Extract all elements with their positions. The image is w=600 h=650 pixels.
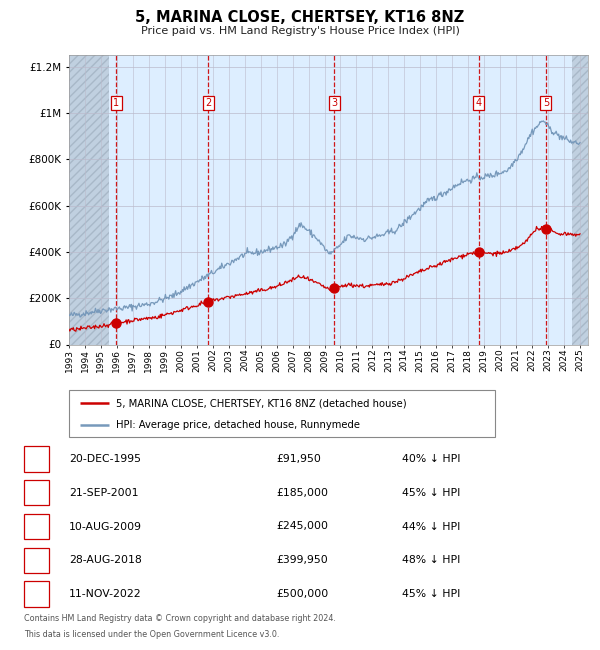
Text: 48% ↓ HPI: 48% ↓ HPI (402, 555, 460, 566)
Text: 1: 1 (33, 454, 40, 464)
Text: 44% ↓ HPI: 44% ↓ HPI (402, 521, 460, 532)
Text: 40% ↓ HPI: 40% ↓ HPI (402, 454, 461, 464)
Text: 4: 4 (476, 98, 482, 108)
Text: 45% ↓ HPI: 45% ↓ HPI (402, 589, 460, 599)
Text: 45% ↓ HPI: 45% ↓ HPI (402, 488, 460, 498)
Text: This data is licensed under the Open Government Licence v3.0.: This data is licensed under the Open Gov… (24, 630, 280, 640)
Text: 3: 3 (331, 98, 337, 108)
Bar (572, 55, 588, 344)
Text: HPI: Average price, detached house, Runnymede: HPI: Average price, detached house, Runn… (116, 420, 360, 430)
Text: £399,950: £399,950 (276, 555, 328, 566)
Text: 4: 4 (33, 555, 40, 566)
Text: 5, MARINA CLOSE, CHERTSEY, KT16 8NZ (detached house): 5, MARINA CLOSE, CHERTSEY, KT16 8NZ (det… (116, 398, 406, 408)
Text: 10-AUG-2009: 10-AUG-2009 (69, 521, 142, 532)
FancyBboxPatch shape (69, 390, 494, 437)
Text: 2: 2 (33, 488, 40, 498)
Text: 21-SEP-2001: 21-SEP-2001 (69, 488, 139, 498)
Text: 5: 5 (543, 98, 549, 108)
Text: 11-NOV-2022: 11-NOV-2022 (69, 589, 142, 599)
Text: 1: 1 (113, 98, 119, 108)
Text: Contains HM Land Registry data © Crown copyright and database right 2024.: Contains HM Land Registry data © Crown c… (24, 614, 336, 623)
Text: £91,950: £91,950 (276, 454, 321, 464)
Text: 2: 2 (205, 98, 211, 108)
Text: £500,000: £500,000 (276, 589, 328, 599)
Text: 5, MARINA CLOSE, CHERTSEY, KT16 8NZ: 5, MARINA CLOSE, CHERTSEY, KT16 8NZ (136, 10, 464, 25)
Text: Price paid vs. HM Land Registry's House Price Index (HPI): Price paid vs. HM Land Registry's House … (140, 26, 460, 36)
Text: £185,000: £185,000 (276, 488, 328, 498)
Bar (69, 55, 109, 344)
Text: 28-AUG-2018: 28-AUG-2018 (69, 555, 142, 566)
Text: 3: 3 (33, 521, 40, 532)
Text: 20-DEC-1995: 20-DEC-1995 (69, 454, 141, 464)
Text: 5: 5 (33, 589, 40, 599)
Text: £245,000: £245,000 (276, 521, 328, 532)
